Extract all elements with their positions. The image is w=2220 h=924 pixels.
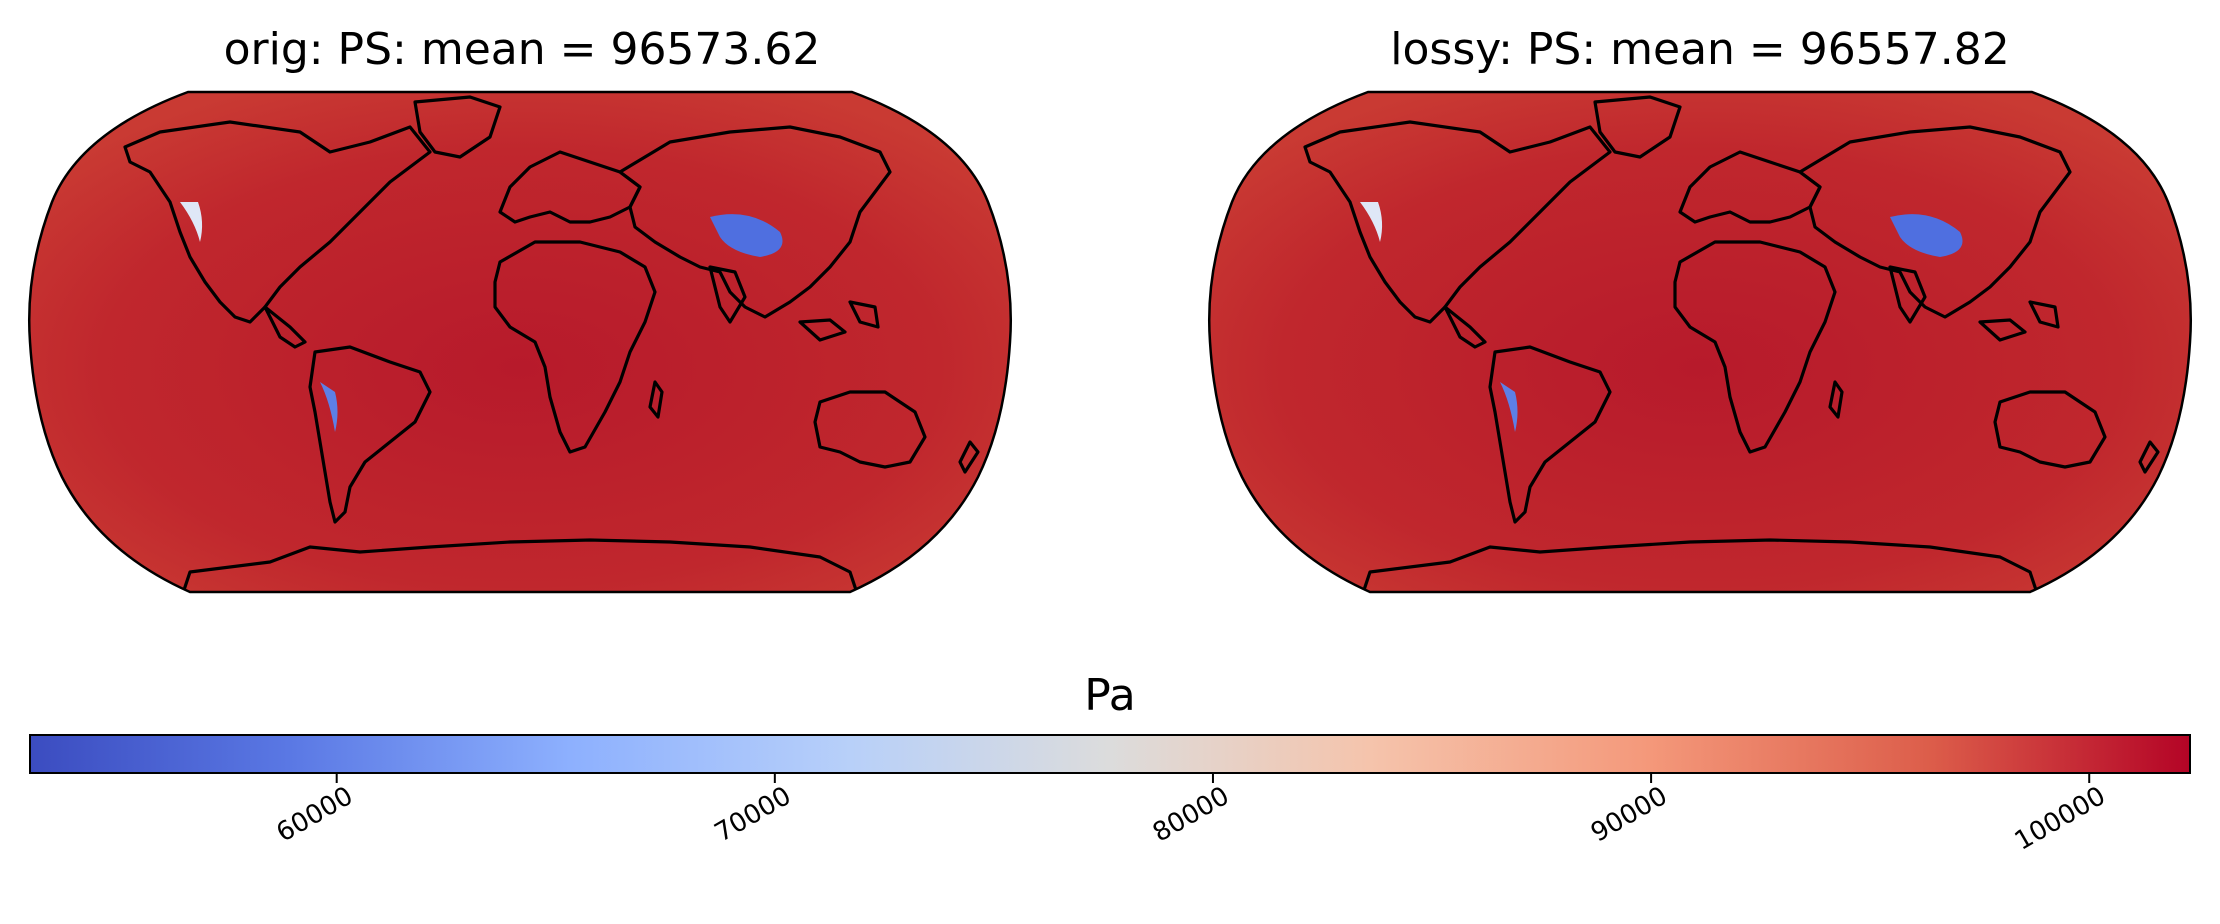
colorbar: Pa 60000 70000 80000 90000 100000 <box>29 670 2191 857</box>
panel-title-orig: orig: PS: mean = 96573.62 <box>224 24 821 75</box>
panel-title-lossy: lossy: PS: mean = 96557.82 <box>1390 24 2009 75</box>
panel-orig: orig: PS: mean = 96573.62 <box>27 24 1013 594</box>
map-lossy <box>1207 90 2193 594</box>
colorbar-tick-label: 70000 <box>710 781 797 848</box>
colorbar-tick-label: 80000 <box>1148 781 1235 848</box>
colorbar-tick-label: 60000 <box>272 781 359 848</box>
colorbar-tick-label: 90000 <box>1586 781 1673 848</box>
colorbar-gradient <box>29 734 2191 774</box>
colorbar-label: Pa <box>1084 670 1136 721</box>
map-orig <box>27 90 1013 594</box>
panel-lossy: lossy: PS: mean = 96557.82 <box>1207 24 2193 594</box>
colorbar-tick-label: 100000 <box>2010 781 2111 857</box>
colorbar-ticks: 60000 70000 80000 90000 100000 <box>272 773 2111 857</box>
